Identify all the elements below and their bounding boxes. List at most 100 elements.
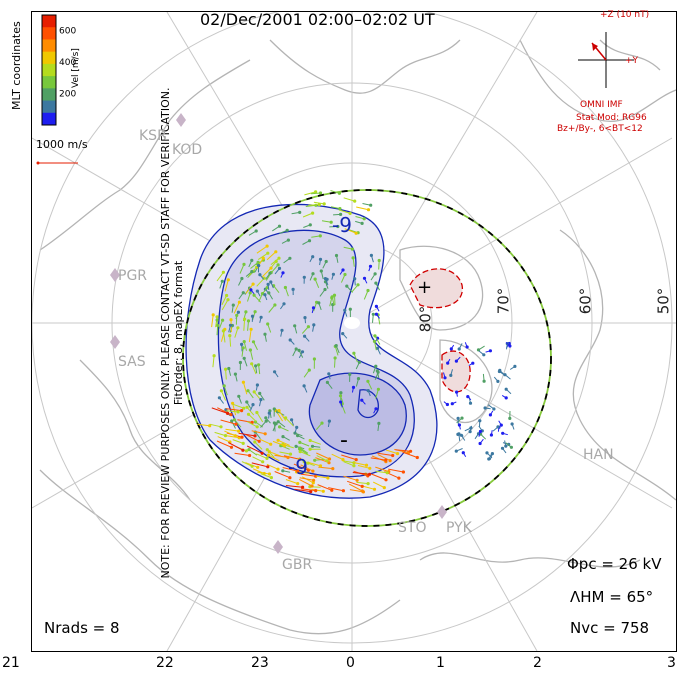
velocity-vector	[385, 449, 398, 455]
velocity-vector-origin	[248, 453, 252, 458]
velocity-vector	[357, 465, 370, 469]
colorbar-segment	[42, 63, 56, 77]
velocity-vector	[245, 283, 254, 294]
velocity-vector-origin	[265, 448, 269, 452]
velocity-vector-origin	[362, 276, 367, 280]
velocity-vector	[356, 206, 369, 211]
velocity-vector-origin	[382, 486, 386, 490]
colorbar-segment	[42, 51, 56, 65]
velocity-vector	[266, 449, 275, 458]
velocity-vector-origin	[388, 459, 392, 463]
velocity-vector-origin	[259, 398, 263, 402]
velocity-vector-origin	[478, 441, 482, 446]
velocity-vector	[268, 304, 276, 313]
velocity-vector-origin	[323, 287, 327, 292]
velocity-vector-origin	[237, 429, 241, 433]
velocity-vector	[216, 440, 232, 448]
velocity-vector-origin	[415, 455, 419, 460]
velocity-vector-origin	[496, 425, 500, 429]
velocity-vector	[217, 436, 231, 443]
velocity-vector	[338, 209, 351, 214]
velocity-vector-origin	[273, 370, 277, 374]
velocity-vector	[216, 272, 224, 282]
velocity-vector-origin	[384, 458, 388, 462]
velocity-vector-origin	[361, 490, 365, 494]
velocity-vector-origin	[233, 372, 237, 376]
velocity-vector	[349, 489, 364, 493]
velocity-vector-origin	[263, 432, 267, 436]
velocity-vector-origin	[240, 435, 244, 439]
velocity-vector	[226, 410, 239, 413]
colorbar-label: Vel [m/s]	[71, 48, 81, 88]
velocity-vector-origin	[309, 490, 313, 494]
velocity-vector-origin	[240, 276, 244, 281]
velocity-vector-origin	[366, 379, 370, 383]
velocity-vector-origin	[314, 489, 318, 493]
velocity-vector-origin	[508, 416, 512, 420]
velocity-vector-origin	[269, 442, 273, 446]
stat-lambda-hm: ΛHM = 65°	[570, 588, 654, 606]
velocity-vector-origin	[311, 306, 316, 310]
velocity-vector-origin	[298, 440, 302, 444]
velocity-vector-origin	[300, 350, 305, 354]
velocity-vector	[224, 430, 236, 437]
velocity-vector-origin	[276, 263, 280, 267]
velocity-vector	[268, 454, 280, 462]
velocity-vector-origin	[265, 456, 269, 460]
velocity-vector-origin	[368, 466, 372, 470]
velocity-vector-origin	[374, 281, 378, 285]
velocity-vector	[212, 355, 215, 368]
velocity-vector	[237, 419, 253, 423]
velocity-vector-origin	[259, 315, 263, 319]
velocity-vector-origin	[264, 419, 268, 423]
velocity-vector	[225, 369, 227, 380]
velocity-vector-origin	[375, 369, 379, 373]
velocity-vector-origin	[343, 272, 347, 277]
velocity-vector	[260, 473, 272, 479]
velocity-vector	[216, 319, 219, 330]
velocity-vector-origin	[313, 458, 317, 462]
velocity-vector	[343, 475, 358, 481]
coord-label: MLT coordinates	[10, 21, 23, 110]
velocity-vector-origin	[212, 354, 216, 358]
velocity-vector	[214, 431, 226, 437]
velocity-vector	[334, 295, 336, 306]
velocity-vector-origin	[276, 438, 280, 442]
site-label: KSR	[139, 128, 167, 144]
velocity-vector-origin	[266, 322, 270, 326]
velocity-vector-origin	[339, 391, 343, 395]
colorbar-segment	[42, 15, 56, 28]
velocity-vector-origin	[226, 411, 230, 415]
velocity-vector-origin	[254, 364, 258, 368]
velocity-vector-origin	[265, 244, 269, 248]
velocity-vector-origin	[240, 409, 244, 413]
velocity-vector	[226, 435, 240, 439]
velocity-vector-origin	[266, 282, 270, 286]
velocity-vector-origin	[243, 317, 247, 321]
velocity-vector-origin	[321, 489, 325, 493]
velocity-vector-origin	[263, 332, 267, 336]
colorbar-segment	[42, 100, 56, 114]
velocity-vector-origin	[296, 434, 300, 438]
velocity-vector-origin	[286, 238, 290, 242]
velocity-vector-origin	[281, 435, 285, 439]
velocity-vector-origin	[312, 323, 316, 327]
velocity-vector-origin	[241, 291, 245, 295]
velocity-vector-origin	[236, 310, 240, 314]
velocity-vector-origin	[220, 279, 224, 283]
velocity-vector	[304, 191, 316, 196]
velocity-vector	[317, 484, 332, 491]
velocity-vector-origin	[483, 406, 487, 410]
mlt-tick: 1	[436, 655, 445, 671]
velocity-vector-origin	[226, 298, 230, 302]
velocity-vector-origin	[267, 472, 272, 476]
velocity-vector-origin	[215, 318, 219, 322]
velocity-vector-origin	[330, 488, 334, 492]
imf-source: OMNI IMF	[580, 100, 623, 110]
velocity-vector-origin	[338, 207, 342, 211]
velocity-vector-origin	[348, 372, 352, 376]
velocity-vector-origin	[469, 426, 473, 430]
velocity-vector-origin	[336, 224, 340, 229]
colorbar-segment	[42, 88, 56, 102]
velocity-vector-origin	[229, 413, 233, 417]
